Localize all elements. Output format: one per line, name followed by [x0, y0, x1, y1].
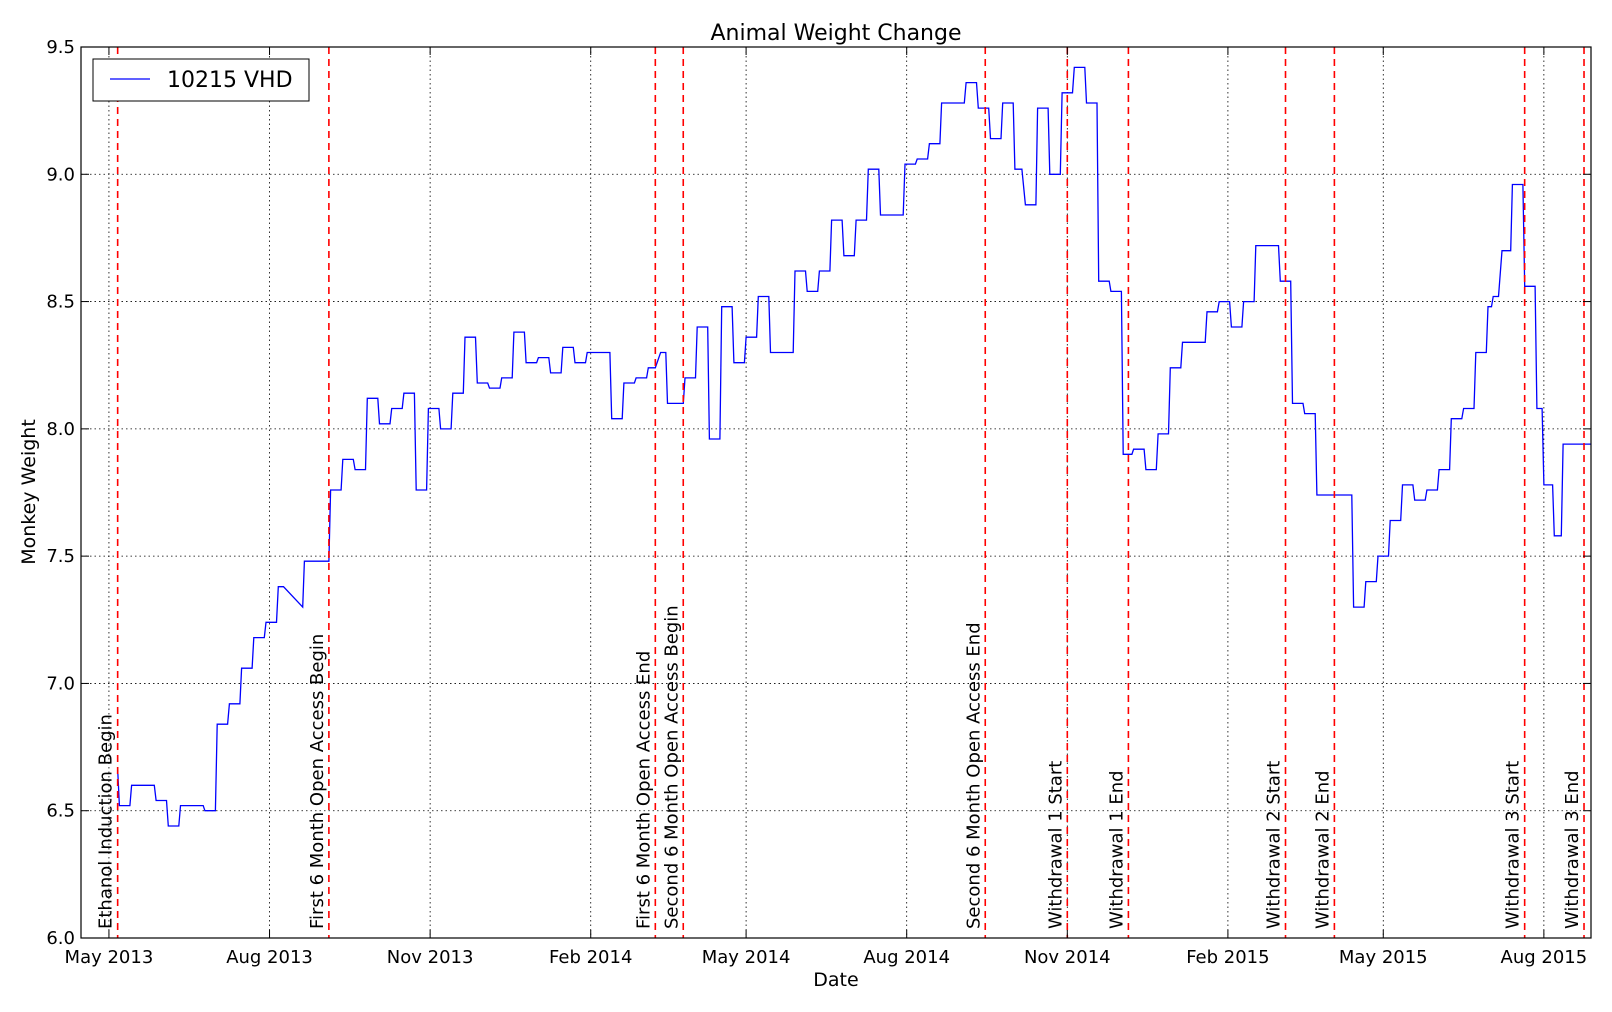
- legend-box: [92, 58, 310, 102]
- data-layer: [117, 66, 1591, 827]
- event-label: Withdrawal 1 End: [1106, 770, 1127, 929]
- y-tick-label: 7.0: [46, 673, 75, 694]
- x-axis-label: Date: [813, 969, 858, 991]
- event-label: First 6 Month Open Access Begin: [307, 634, 328, 929]
- x-tick-label: Nov 2014: [1024, 947, 1111, 968]
- event-label: Withdrawal 2 End: [1312, 770, 1333, 929]
- plot-frame: [80, 46, 1592, 939]
- event-label: Withdrawal 2 Start: [1264, 761, 1285, 929]
- axis-ticks: 6.0 6.5 7.0 7.5 8.0 8.5 9.0 9.5 May 2013 Aug 2013…: [46, 37, 1591, 968]
- y-axis-label: Monkey Weight: [18, 419, 40, 565]
- x-tick-label: Aug 2015: [1501, 947, 1588, 968]
- y-tick-label: 9.5: [46, 37, 75, 58]
- x-tick-label: May 2015: [1339, 947, 1428, 968]
- x-tick-label: Feb 2014: [549, 947, 632, 968]
- y-tick-label: 6.0: [46, 928, 75, 949]
- x-tick-label: Aug 2014: [863, 947, 950, 968]
- event-label: Second 6 Month Open Access End: [963, 622, 984, 929]
- x-tick-label: Aug 2013: [226, 947, 313, 968]
- x-tick-label: May 2013: [65, 947, 154, 968]
- legend-label: 10215 VHD: [167, 68, 293, 93]
- event-label: Ethanol Induction Begin: [96, 714, 117, 929]
- event-label: Withdrawal 3 Start: [1503, 761, 1524, 929]
- series-line-0: [117, 66, 1591, 827]
- x-tick-label: May 2014: [702, 947, 791, 968]
- x-tick-label: Feb 2015: [1186, 947, 1269, 968]
- y-tick-label: 8.5: [46, 292, 75, 313]
- y-tick-label: 9.0: [46, 164, 75, 185]
- event-markers: Ethanol Induction Begin First 6 Month Ope…: [96, 47, 1585, 938]
- chart-title: Animal Weight Change: [711, 21, 962, 46]
- y-tick-label: 8.0: [46, 419, 75, 440]
- event-label: Second 6 Month Open Access Begin: [661, 605, 682, 929]
- event-label: Withdrawal 1 Start: [1045, 761, 1066, 929]
- y-tick-label: 7.5: [46, 546, 75, 567]
- legend: 10215 VHD: [92, 58, 310, 102]
- event-label: First 6 Month Open Access End: [633, 651, 654, 929]
- event-label: Withdrawal 3 End: [1562, 770, 1583, 929]
- x-tick-label: Nov 2013: [387, 947, 474, 968]
- y-tick-label: 6.5: [46, 801, 75, 822]
